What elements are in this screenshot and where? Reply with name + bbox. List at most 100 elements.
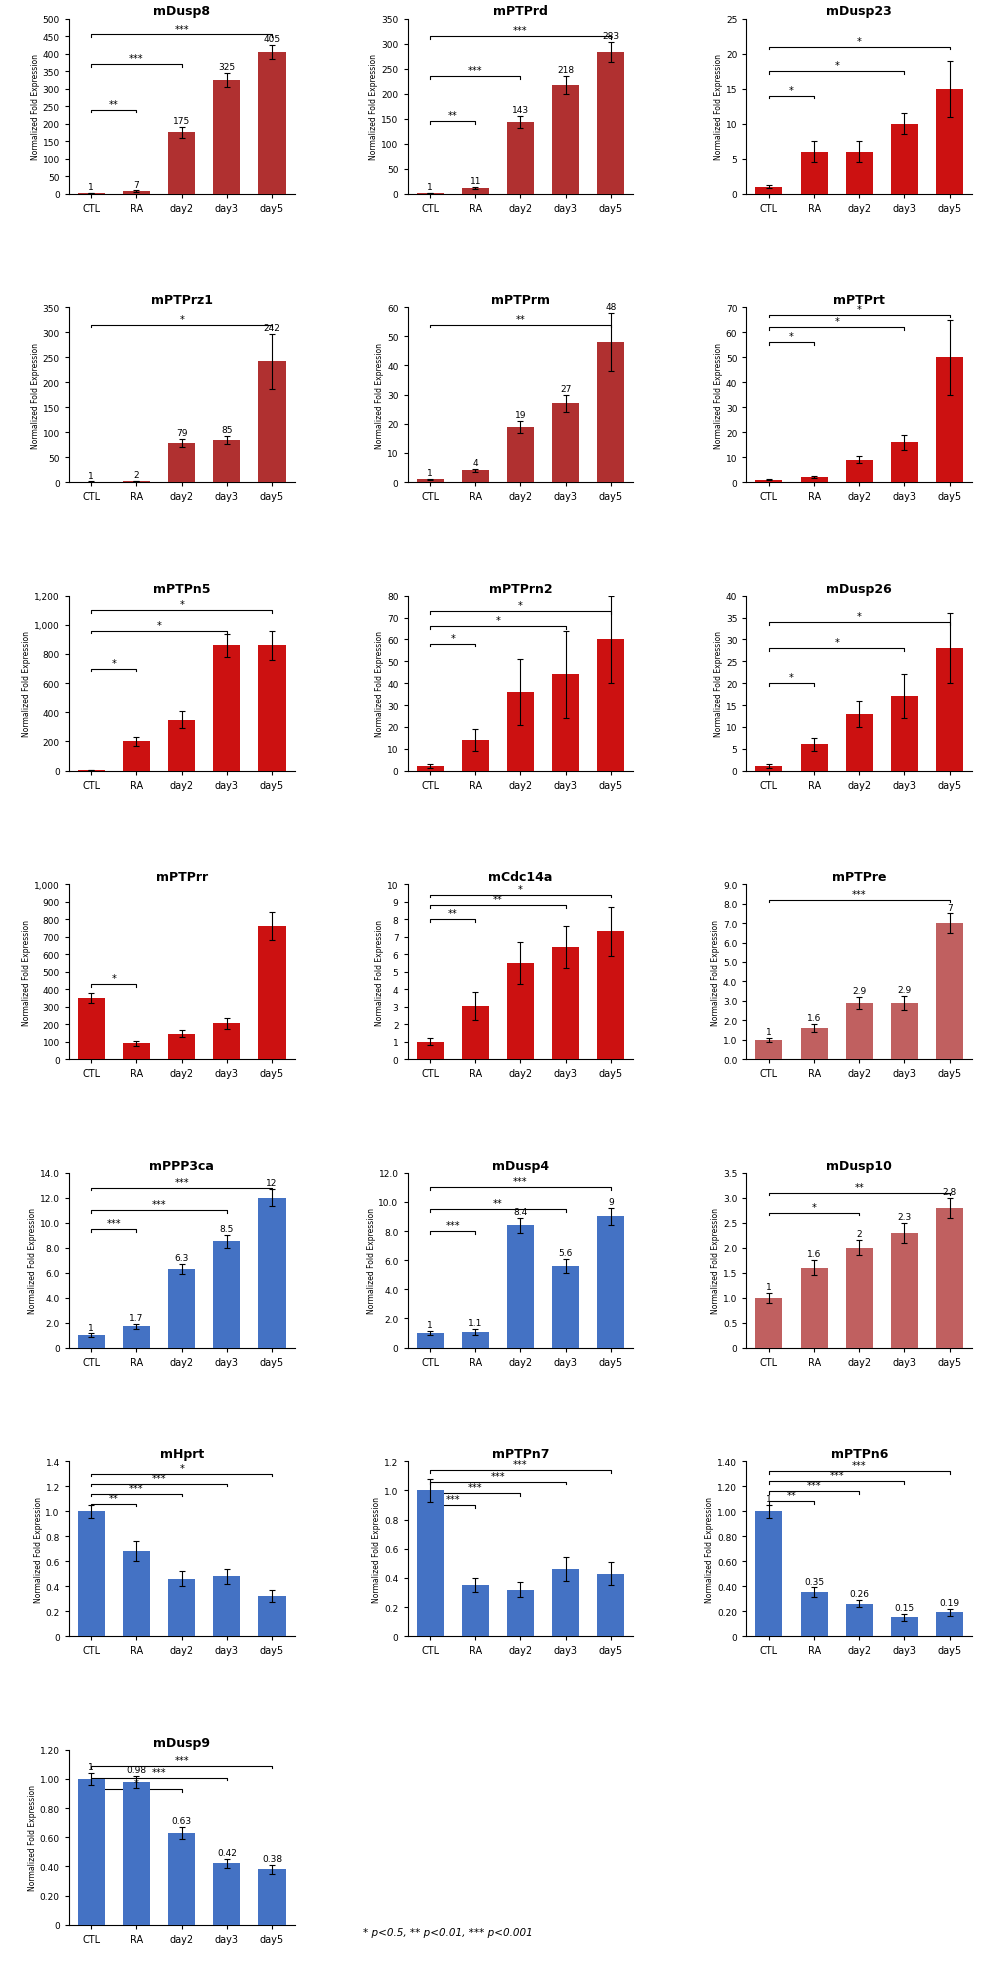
Bar	[462, 1585, 489, 1636]
Bar	[258, 361, 286, 483]
Y-axis label: Normalized Fold Expression: Normalized Fold Expression	[375, 919, 384, 1025]
Bar	[168, 444, 195, 483]
Text: 2.9: 2.9	[852, 986, 866, 996]
Bar	[936, 648, 963, 772]
Text: 1: 1	[427, 469, 433, 477]
Bar	[597, 933, 625, 1059]
Bar	[552, 1267, 579, 1347]
Text: 19: 19	[515, 410, 526, 420]
Title: mPTPrd: mPTPrd	[493, 6, 548, 18]
Title: mCdc14a: mCdc14a	[488, 870, 553, 884]
Bar	[213, 81, 241, 194]
Bar	[846, 715, 873, 772]
Bar	[258, 927, 286, 1059]
Text: 0.42: 0.42	[217, 1848, 237, 1858]
Text: 1: 1	[766, 1495, 772, 1504]
Bar	[78, 998, 105, 1059]
Bar	[936, 923, 963, 1059]
Text: 48: 48	[605, 302, 617, 312]
Text: *: *	[157, 621, 161, 630]
Bar	[597, 1573, 625, 1636]
Text: 1: 1	[88, 1324, 94, 1332]
Bar	[507, 124, 534, 194]
Bar	[552, 949, 579, 1059]
Text: 0.38: 0.38	[262, 1854, 282, 1864]
Bar	[168, 1832, 195, 1925]
Text: 11: 11	[469, 177, 481, 187]
Text: 12: 12	[266, 1178, 278, 1188]
Y-axis label: Normalized Fold Expression: Normalized Fold Expression	[372, 1497, 381, 1603]
Text: 0.98: 0.98	[127, 1766, 146, 1773]
Text: 2: 2	[134, 471, 139, 479]
Text: 85: 85	[221, 426, 233, 434]
Text: 175: 175	[173, 118, 191, 126]
Title: mPTPrn2: mPTPrn2	[489, 581, 552, 595]
Y-axis label: Normalized Fold Expression: Normalized Fold Expression	[23, 630, 31, 736]
Text: ***: ***	[491, 1471, 505, 1481]
Text: **: **	[109, 100, 119, 110]
Title: mDusp26: mDusp26	[827, 581, 892, 595]
Bar	[258, 1597, 286, 1636]
Text: ***: ***	[107, 1218, 121, 1228]
Text: *: *	[790, 674, 793, 683]
Text: ***: ***	[852, 890, 866, 900]
Y-axis label: Normalized Fold Expression: Normalized Fold Expression	[714, 342, 723, 448]
Text: ***: ***	[152, 1200, 166, 1210]
Y-axis label: Normalized Fold Expression: Normalized Fold Expression	[27, 1208, 36, 1314]
Title: mPTPre: mPTPre	[832, 870, 887, 884]
Bar	[755, 1512, 783, 1636]
Bar	[258, 1870, 286, 1925]
Text: 2.3: 2.3	[898, 1212, 911, 1222]
Text: ***: ***	[514, 26, 527, 35]
Bar	[78, 1779, 105, 1925]
Text: 242: 242	[263, 324, 281, 332]
Bar	[416, 479, 444, 483]
Bar	[800, 1593, 828, 1636]
Text: 405: 405	[263, 35, 281, 43]
Title: mDusp23: mDusp23	[827, 6, 892, 18]
Text: **: **	[493, 896, 503, 905]
Text: ***: ***	[446, 1495, 460, 1504]
Text: 7: 7	[947, 903, 953, 911]
Text: 218: 218	[557, 67, 574, 75]
Bar	[507, 1226, 534, 1347]
Bar	[755, 1298, 783, 1347]
Y-axis label: Normalized Fold Expression: Normalized Fold Expression	[30, 55, 39, 159]
Text: ***: ***	[468, 1483, 482, 1493]
Y-axis label: Normalized Fold Expression: Normalized Fold Expression	[714, 55, 723, 159]
Text: 8.5: 8.5	[220, 1226, 234, 1233]
Text: ***: ***	[152, 1473, 166, 1483]
Text: *: *	[857, 611, 861, 623]
Title: mDusp4: mDusp4	[492, 1159, 549, 1173]
Bar	[123, 1781, 150, 1925]
Text: *: *	[857, 304, 861, 314]
Text: 2.9: 2.9	[898, 986, 911, 994]
Text: **: **	[854, 1182, 864, 1192]
Bar	[168, 1269, 195, 1347]
Text: 6.3: 6.3	[175, 1253, 189, 1263]
Text: ***: ***	[807, 1481, 821, 1491]
Text: ***: ***	[830, 1471, 844, 1481]
Text: *: *	[112, 658, 116, 668]
Text: 0.26: 0.26	[849, 1589, 869, 1599]
Bar	[891, 1004, 918, 1059]
Bar	[416, 1043, 444, 1059]
Bar	[507, 428, 534, 483]
Title: mPTPrr: mPTPrr	[155, 870, 208, 884]
Bar	[597, 344, 625, 483]
Text: 7: 7	[134, 181, 139, 189]
Text: **: **	[787, 1491, 796, 1500]
Bar	[800, 477, 828, 483]
Text: ***: ***	[514, 1459, 527, 1469]
Text: 325: 325	[218, 63, 236, 73]
Bar	[552, 676, 579, 772]
Title: mDusp10: mDusp10	[826, 1159, 893, 1173]
Title: mPTPrm: mPTPrm	[491, 295, 550, 306]
Text: 0.19: 0.19	[940, 1599, 959, 1607]
Text: ***: ***	[152, 1768, 166, 1777]
Bar	[597, 53, 625, 194]
Bar	[846, 1004, 873, 1059]
Text: 0.35: 0.35	[804, 1577, 824, 1585]
Text: ***: ***	[446, 1220, 460, 1231]
Bar	[168, 134, 195, 194]
